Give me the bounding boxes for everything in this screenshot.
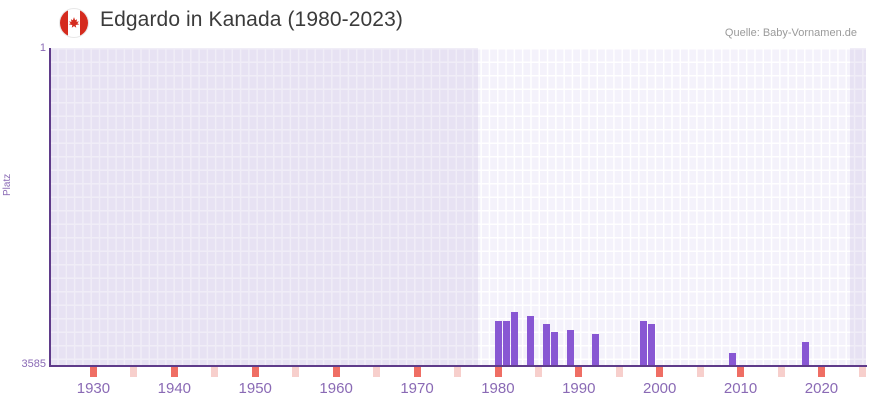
- x-tick-1930: [90, 367, 98, 377]
- bar-1998[interactable]: [640, 321, 648, 366]
- x-axis-label-2010: 2010: [723, 380, 758, 397]
- bar-1982[interactable]: [510, 312, 518, 366]
- x-tick-1970: [413, 367, 421, 377]
- x-tick-2010: [737, 367, 745, 377]
- page-title: Edgardo in Kanada (1980-2023): [100, 8, 403, 31]
- x-tick-1985: [534, 367, 542, 377]
- bar-1980[interactable]: [494, 321, 502, 366]
- flag-band-left: [60, 9, 68, 37]
- x-tick-1990: [575, 367, 583, 377]
- x-tick-1965: [373, 367, 381, 377]
- x-axis-label-1950: 1950: [238, 380, 272, 397]
- bar-1986[interactable]: [543, 324, 551, 366]
- y-axis-line: [49, 48, 51, 366]
- x-tick-1950: [251, 367, 259, 377]
- chart-header: Edgardo in Kanada (1980-2023) Quelle: Ba…: [0, 0, 873, 46]
- x-axis-line: [49, 365, 867, 367]
- grid-horizontal: [49, 48, 866, 366]
- x-tick-1945: [211, 367, 219, 377]
- y-axis-title: Platz: [2, 173, 13, 196]
- y-axis-tick-top: 1: [39, 42, 46, 54]
- y-axis-tick-bottom: 3585: [21, 358, 46, 370]
- x-tick-2000: [656, 367, 664, 377]
- maple-leaf-icon: [68, 17, 80, 28]
- canada-flag-icon: [59, 8, 89, 38]
- bar-1999[interactable]: [648, 324, 656, 366]
- bar-1992[interactable]: [591, 334, 599, 366]
- x-tick-1995: [615, 367, 623, 377]
- shaded-region: [849, 48, 866, 366]
- x-tick-1980: [494, 367, 502, 377]
- x-axis-label-2020: 2020: [804, 380, 839, 397]
- x-axis-label-1970: 1970: [400, 380, 434, 397]
- bar-2018[interactable]: [801, 342, 809, 366]
- x-tick-1955: [292, 367, 300, 377]
- bar-1981[interactable]: [502, 321, 510, 366]
- x-tick-1960: [332, 367, 340, 377]
- x-tick-1940: [170, 367, 178, 377]
- x-axis-label-1990: 1990: [562, 380, 596, 397]
- x-axis-label-1960: 1960: [319, 380, 353, 397]
- x-axis-label-1940: 1940: [157, 380, 192, 397]
- x-axis-ticks: [49, 367, 867, 377]
- x-tick-1975: [454, 367, 462, 377]
- x-axis-label-1980: 1980: [481, 380, 515, 397]
- x-axis-label-2000: 2000: [642, 380, 677, 397]
- shaded-region: [49, 48, 478, 366]
- bar-1989[interactable]: [567, 330, 575, 366]
- x-tick-2005: [696, 367, 704, 377]
- x-tick-2015: [777, 367, 785, 377]
- bar-1987[interactable]: [551, 332, 559, 366]
- flag-band-right: [80, 9, 88, 37]
- x-tick-1935: [130, 367, 138, 377]
- x-tick-2020: [818, 367, 826, 377]
- bar-1984[interactable]: [526, 316, 534, 366]
- source-attribution: Quelle: Baby-Vornamen.de: [724, 27, 857, 39]
- bar-series: [49, 48, 866, 366]
- x-tick-2025: [858, 367, 866, 377]
- bar-2009[interactable]: [729, 353, 737, 366]
- x-axis-label-1930: 1930: [76, 380, 111, 397]
- plot-area: [49, 48, 866, 366]
- x-axis-labels: 1930 1940 1950 1960 1970 1980 1990 2000 2010 2020: [0, 380, 873, 404]
